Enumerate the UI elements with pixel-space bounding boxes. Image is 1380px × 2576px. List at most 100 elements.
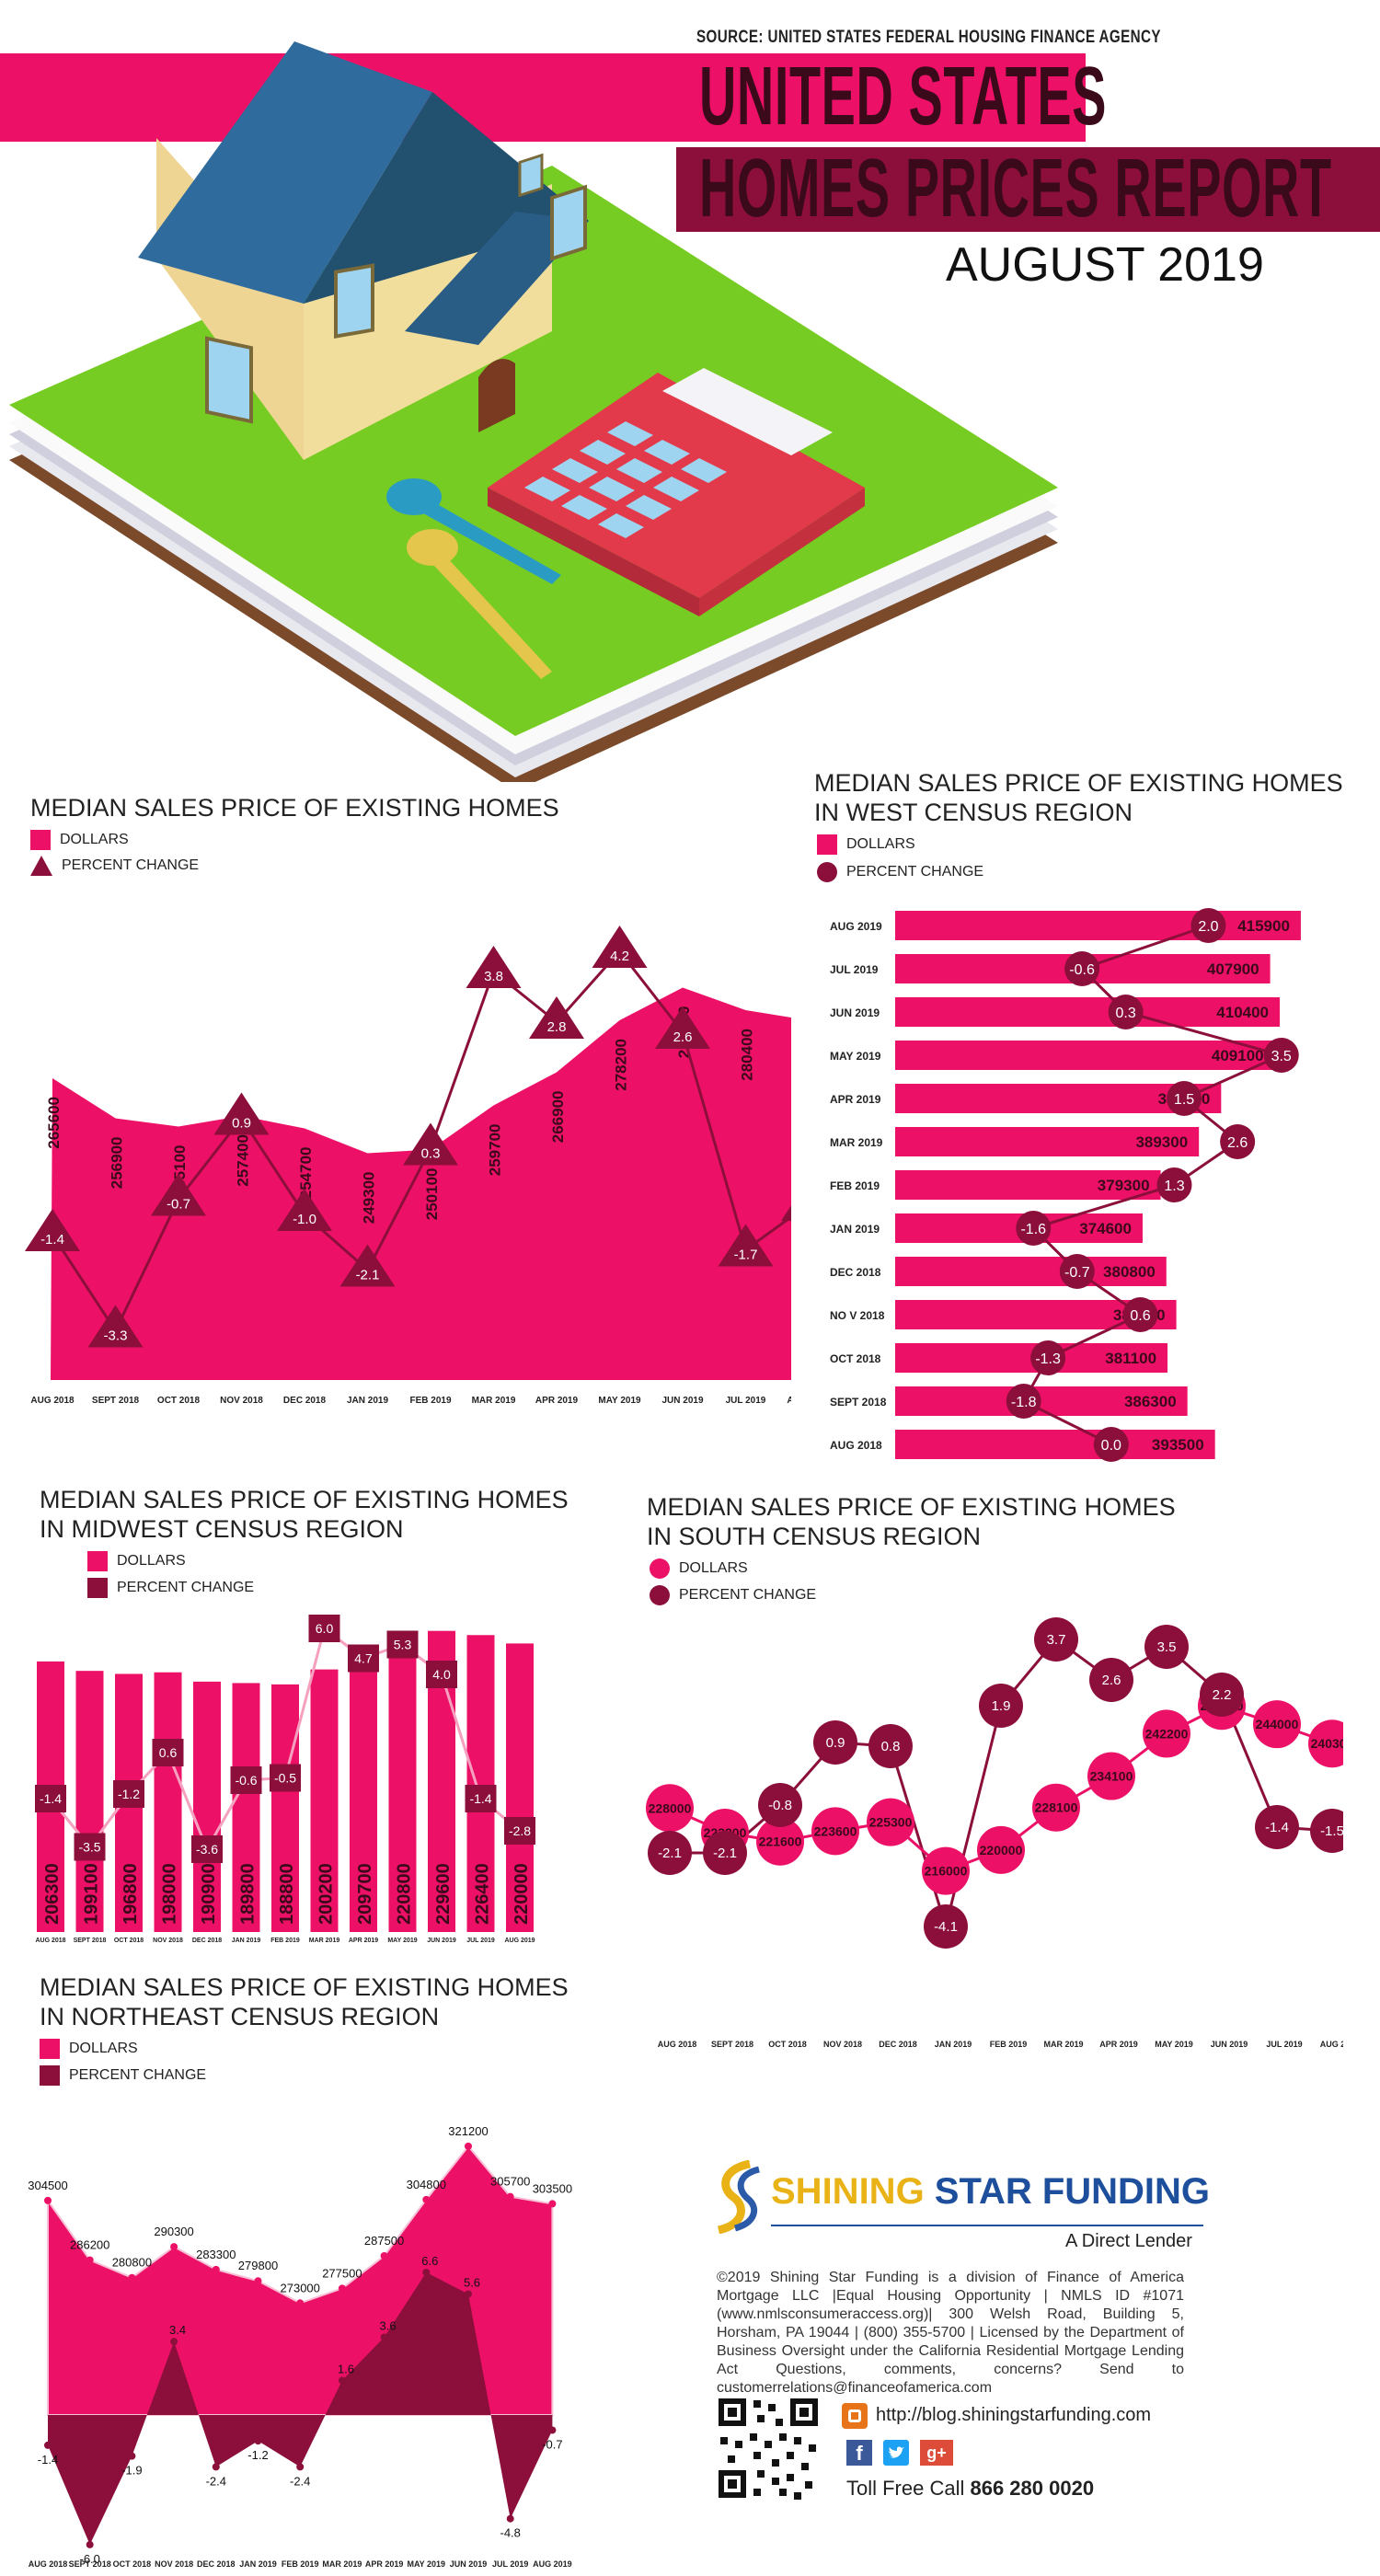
national-percent-marker (25, 1209, 80, 1251)
midwest-percent-marker (348, 1644, 379, 1673)
northeast-dollar-point (506, 2192, 514, 2201)
national-x-tick: AUG 2018 (30, 1396, 75, 1406)
west-percent-marker (1220, 1124, 1256, 1159)
west-legend-percent: PERCENT CHANGE (817, 862, 983, 882)
midwest-percent-label: 0.6 (159, 1745, 178, 1760)
south-percent-label: -1.5 (1320, 1823, 1343, 1839)
midwest-dollar-label: 220800 (395, 1863, 415, 1925)
national-percent-label: 0.9 (232, 1116, 251, 1132)
toll-free-number[interactable]: 866 280 0020 (970, 2477, 1095, 2500)
google-plus-icon[interactable]: g+ (920, 2440, 953, 2466)
northeast-x-tick: SEPT 2018 (69, 2559, 111, 2569)
west-dollar-label: 407900 (1207, 960, 1259, 978)
west-dollar-bar (895, 1041, 1275, 1070)
national-dollar-label: 250100 (423, 1168, 441, 1221)
midwest-x-tick: NOV 2018 (153, 1938, 183, 1944)
midwest-dollar-label: 188800 (277, 1863, 297, 1925)
south-percent-label: 2.6 (1102, 1673, 1121, 1688)
national-dollar-label: 256900 (109, 1137, 126, 1190)
legend-swatch (650, 1585, 670, 1605)
south-percent-marker (1144, 1625, 1189, 1669)
west-percent-label: -1.3 (1035, 1351, 1061, 1367)
national-percent-marker (655, 1006, 710, 1049)
page-title-line2: HOMES PRICES REPORT (699, 143, 1332, 235)
midwest-dollar-bar (388, 1642, 417, 1932)
toll-free-label: Toll Free Call (846, 2477, 971, 2500)
south-x-tick: OCT 2018 (768, 2040, 807, 2049)
blogger-icon[interactable] (842, 2403, 868, 2429)
midwest-percent-marker (504, 1817, 535, 1845)
south-x-tick: NOV 2018 (823, 2040, 862, 2049)
west-dollar-bar (895, 1430, 1215, 1459)
northeast-percent-point (296, 2463, 305, 2471)
northeast-dollar-label: 304500 (28, 2179, 67, 2192)
national-percent-label: -1.7 (734, 1248, 758, 1263)
legend-label: PERCENT CHANGE (846, 864, 984, 880)
national-dollar-label: 280400 (739, 1029, 756, 1081)
facebook-icon[interactable]: f (846, 2440, 872, 2466)
legend-label: DOLLARS (846, 836, 915, 853)
national-x-tick: APR 2019 (535, 1396, 579, 1406)
northeast-dollar-point (212, 2265, 220, 2273)
south-legend-percent: PERCENT CHANGE (650, 1585, 816, 1605)
northeast-dollar-label: 273000 (281, 2281, 320, 2294)
northeast-dollar-label: 277500 (322, 2266, 362, 2280)
midwest-dollar-bar (193, 1681, 221, 1932)
midwest-percent-marker (74, 1833, 106, 1861)
south-x-tick: APR 2019 (1099, 2040, 1138, 2049)
west-dollar-label: 409100 (1212, 1047, 1264, 1064)
northeast-chart-title: MEDIAN SALES PRICE OF EXISTING HOMES (40, 1973, 569, 2001)
legend-swatch (40, 2065, 60, 2086)
midwest-dollar-label: 226400 (473, 1863, 493, 1925)
south-dollar-marker (1032, 1783, 1080, 1832)
midwest-percent-label: -1.2 (118, 1787, 140, 1801)
west-dollar-label: 410400 (1216, 1004, 1269, 1021)
midwest-x-tick: AUG 2018 (35, 1938, 65, 1944)
legend-label: DOLLARS (679, 1560, 748, 1577)
blog-link[interactable]: http://blog.shiningstarfunding.com (876, 2405, 1152, 2425)
northeast-x-tick: JAN 2019 (239, 2559, 277, 2569)
national-percent-marker (277, 1189, 332, 1231)
midwest-x-tick: SEPT 2018 (74, 1938, 107, 1944)
northeast-percent-label: 6.6 (421, 2254, 438, 2268)
national-dollars-area (51, 987, 791, 1380)
south-percent-marker (813, 1720, 857, 1765)
west-percent-marker (1064, 951, 1100, 986)
northeast-percent-point (254, 2437, 262, 2445)
legend-swatch (650, 1558, 670, 1579)
northeast-x-tick: JUL 2019 (492, 2559, 528, 2569)
south-dollar-marker (922, 1846, 970, 1895)
northeast-dollar-point (548, 2200, 557, 2208)
national-percent-marker (151, 1173, 206, 1216)
west-dollar-label: 393500 (1152, 1436, 1204, 1454)
midwest-percent-marker (386, 1630, 419, 1659)
northeast-dollar-label: 321200 (448, 2124, 488, 2138)
northeast-dollar-label: 305700 (490, 2175, 530, 2189)
national-x-tick: JUN 2019 (661, 1396, 703, 1406)
west-percent-label: 1.5 (1174, 1092, 1194, 1108)
west-chart: 415900 AUG 2019 407900 JUL 2019 410400 JUN 20… (830, 908, 1301, 1462)
midwest-percent-label: -3.5 (78, 1840, 100, 1855)
northeast-dollar-point (44, 2196, 52, 2204)
midwest-percent-marker (308, 1615, 340, 1642)
northeast-dollar-point (338, 2284, 346, 2293)
twitter-icon[interactable] (883, 2440, 909, 2466)
midwest-x-tick: DEC 2018 (192, 1938, 222, 1944)
toll-free: Toll Free Call 866 280 0020 (846, 2477, 1094, 2501)
midwest-percent-label: -1.4 (469, 1791, 491, 1806)
northeast-x-tick: OCT 2018 (113, 2559, 152, 2569)
west-percent-label: -0.6 (1069, 962, 1095, 978)
national-percent-label: 4.2 (610, 949, 629, 964)
legend-swatch (30, 856, 52, 876)
legend-swatch (87, 1551, 108, 1571)
south-dollar-marker (1143, 1709, 1190, 1758)
west-dollar-bar (895, 1127, 1200, 1156)
national-percent-label: -2.1 (356, 1268, 380, 1283)
northeast-percent-label: -4.8 (500, 2526, 520, 2540)
south-x-tick: MAY 2019 (1155, 2040, 1193, 2049)
west-dollar-label: 374600 (1079, 1220, 1132, 1237)
midwest-percent-label: -2.8 (509, 1823, 531, 1838)
northeast-percent-point (506, 2514, 514, 2523)
northeast-percent-label: -6.0 (79, 2552, 99, 2566)
